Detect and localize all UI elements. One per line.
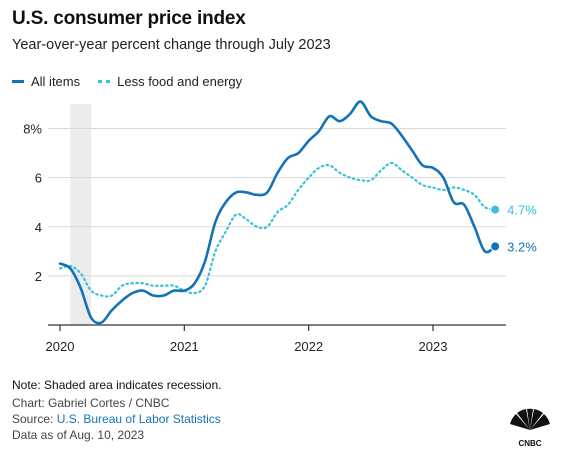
grid-layer: 2 4 6 8% [23,122,506,284]
source-prefix: Source: [12,412,57,426]
x-tick-label-2022: 2022 [294,339,323,354]
cnbc-peacock-logo-icon: CNBC [510,408,550,448]
x-tick-label-2020: 2020 [46,339,75,354]
series-end-point-all-items [490,241,501,252]
y-tick-label-4: 4 [35,220,42,235]
label-layer: 4.7% 3.2% [507,203,537,255]
data-as-of: Data as of Aug. 10, 2023 [12,428,145,442]
logo-wordmark: CNBC [518,439,541,448]
recession-layer [70,104,92,325]
source-link[interactable]: U.S. Bureau of Labor Statistics [56,412,221,426]
legend-swatch-all-items [12,80,24,83]
chart-subtitle: Year-over-year percent change through Ju… [12,37,331,53]
recession-shading [70,104,92,325]
chart-title: U.S. consumer price index [12,8,246,29]
chart-legend: All items Less food and energy [12,74,260,89]
series-layer [58,100,501,325]
series-end-label-core: 4.7% [507,203,537,218]
y-tick-label-8: 8% [23,122,42,137]
x-tick-label-2023: 2023 [419,339,448,354]
recession-note: Note: Shaded area indicates recession. [12,378,222,392]
series-line-all-items [58,100,497,325]
series-end-point-core [490,204,501,215]
series-end-label-all-items: 3.2% [507,239,537,254]
y-tick-label-6: 6 [35,171,42,186]
legend-swatch-core [98,80,111,83]
x-tick-label-2021: 2021 [170,339,199,354]
chart-credit: Chart: Gabriel Cortes / CNBC [12,396,170,410]
footer-notes: Note: Shaded area indicates recession. C… [12,377,221,443]
y-tick-label-2: 2 [35,269,42,284]
axis-layer: 2020 2021 2022 2023 [46,324,506,354]
legend-item-core: Less food and energy [98,74,242,89]
legend-label-all-items: All items [31,74,81,89]
source-line: Source: U.S. Bureau of Labor Statistics [12,411,221,427]
series-line-core [58,161,497,298]
legend-item-all-items: All items [12,74,80,89]
legend-label-core: Less food and energy [117,74,243,89]
